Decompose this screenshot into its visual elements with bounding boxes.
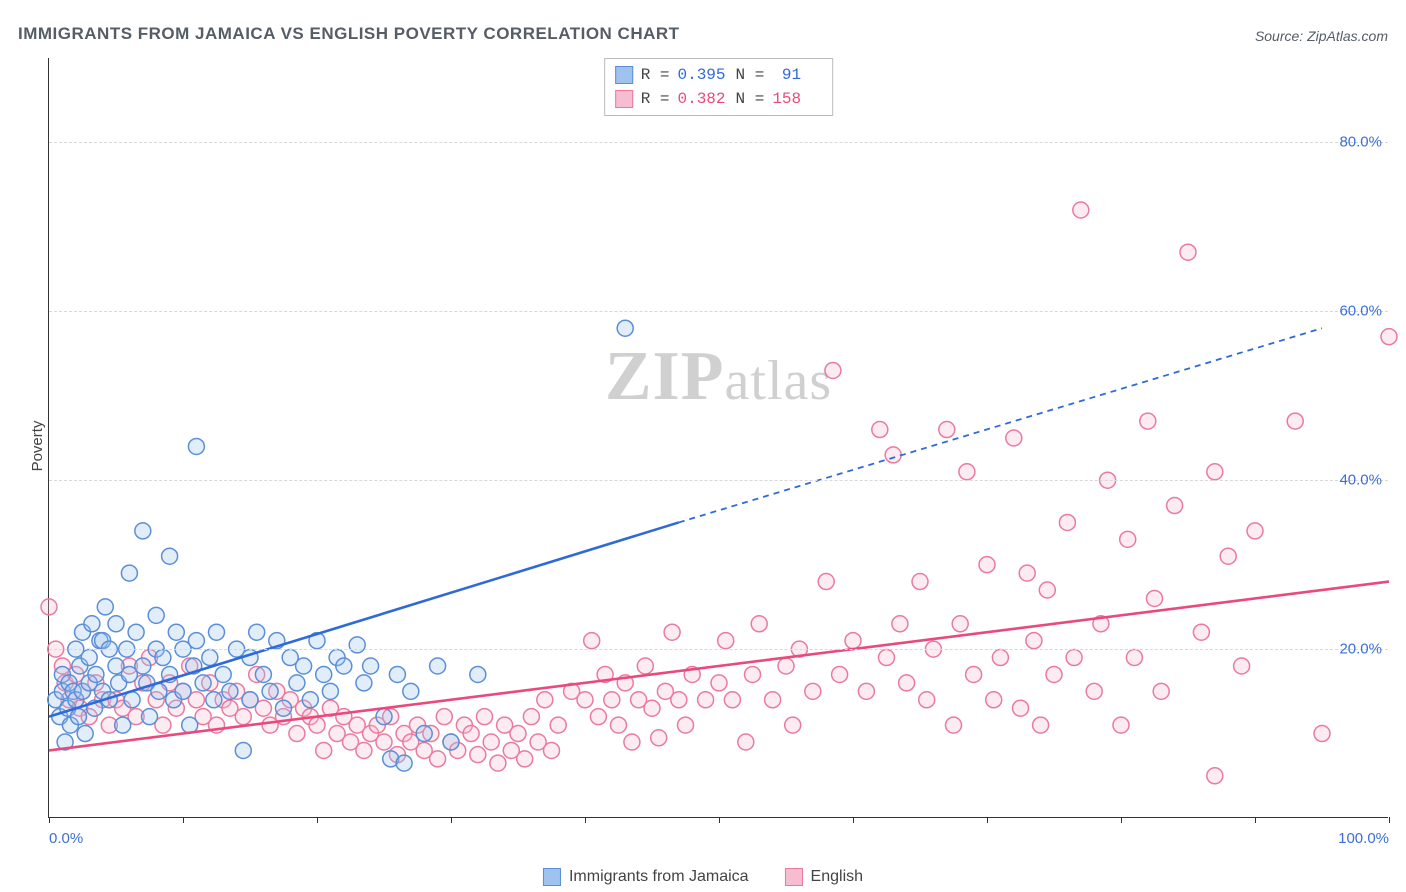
chart-svg [49, 58, 1388, 817]
n-value-english: 158 [772, 87, 822, 111]
legend-series: Immigrants from Jamaica English [543, 868, 863, 886]
r-value-jamaica: 0.395 [678, 63, 728, 87]
swatch-english-icon [785, 868, 803, 886]
legend-row-jamaica: R = 0.395 N = 91 [615, 63, 823, 87]
legend-item-jamaica: Immigrants from Jamaica [543, 868, 749, 886]
chart-title: IMMIGRANTS FROM JAMAICA VS ENGLISH POVER… [18, 24, 680, 44]
legend-correlation-box: R = 0.395 N = 91 R = 0.382 N = 158 [604, 58, 834, 116]
swatch-english [615, 90, 633, 108]
plot-area: ZIPatlas R = 0.395 N = 91 R = 0.382 N = … [48, 58, 1388, 818]
legend-row-english: R = 0.382 N = 158 [615, 87, 823, 111]
r-value-english: 0.382 [678, 87, 728, 111]
legend-label-jamaica: Immigrants from Jamaica [569, 868, 749, 886]
swatch-jamaica-icon [543, 868, 561, 886]
legend-item-english: English [785, 868, 863, 886]
swatch-jamaica [615, 66, 633, 84]
n-value-jamaica: 91 [772, 63, 822, 87]
source-attribution: Source: ZipAtlas.com [1255, 28, 1388, 44]
legend-label-english: English [811, 868, 863, 886]
y-axis-label: Poverty [29, 421, 46, 472]
